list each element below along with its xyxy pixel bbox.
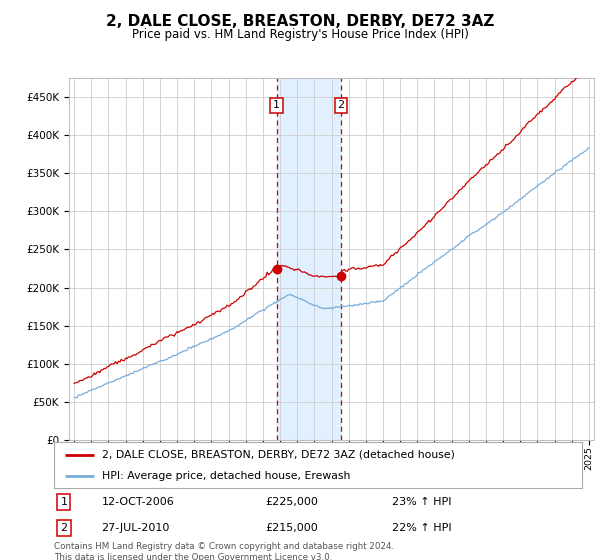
Text: 2, DALE CLOSE, BREASTON, DERBY, DE72 3AZ: 2, DALE CLOSE, BREASTON, DERBY, DE72 3AZ: [106, 14, 494, 29]
Text: 1: 1: [61, 497, 67, 507]
Text: 2, DALE CLOSE, BREASTON, DERBY, DE72 3AZ (detached house): 2, DALE CLOSE, BREASTON, DERBY, DE72 3AZ…: [101, 450, 454, 460]
Text: 27-JUL-2010: 27-JUL-2010: [101, 523, 170, 533]
Text: 2: 2: [337, 100, 344, 110]
Text: 2: 2: [61, 523, 67, 533]
Text: £225,000: £225,000: [265, 497, 318, 507]
Text: HPI: Average price, detached house, Erewash: HPI: Average price, detached house, Erew…: [101, 471, 350, 481]
Bar: [277, 78, 341, 440]
Text: 12-OCT-2006: 12-OCT-2006: [101, 497, 174, 507]
Text: 1: 1: [273, 100, 280, 110]
Text: £215,000: £215,000: [265, 523, 318, 533]
Text: Contains HM Land Registry data © Crown copyright and database right 2024.
This d: Contains HM Land Registry data © Crown c…: [54, 542, 394, 560]
Text: 22% ↑ HPI: 22% ↑ HPI: [392, 523, 452, 533]
Text: Price paid vs. HM Land Registry's House Price Index (HPI): Price paid vs. HM Land Registry's House …: [131, 28, 469, 41]
Text: 23% ↑ HPI: 23% ↑ HPI: [392, 497, 451, 507]
